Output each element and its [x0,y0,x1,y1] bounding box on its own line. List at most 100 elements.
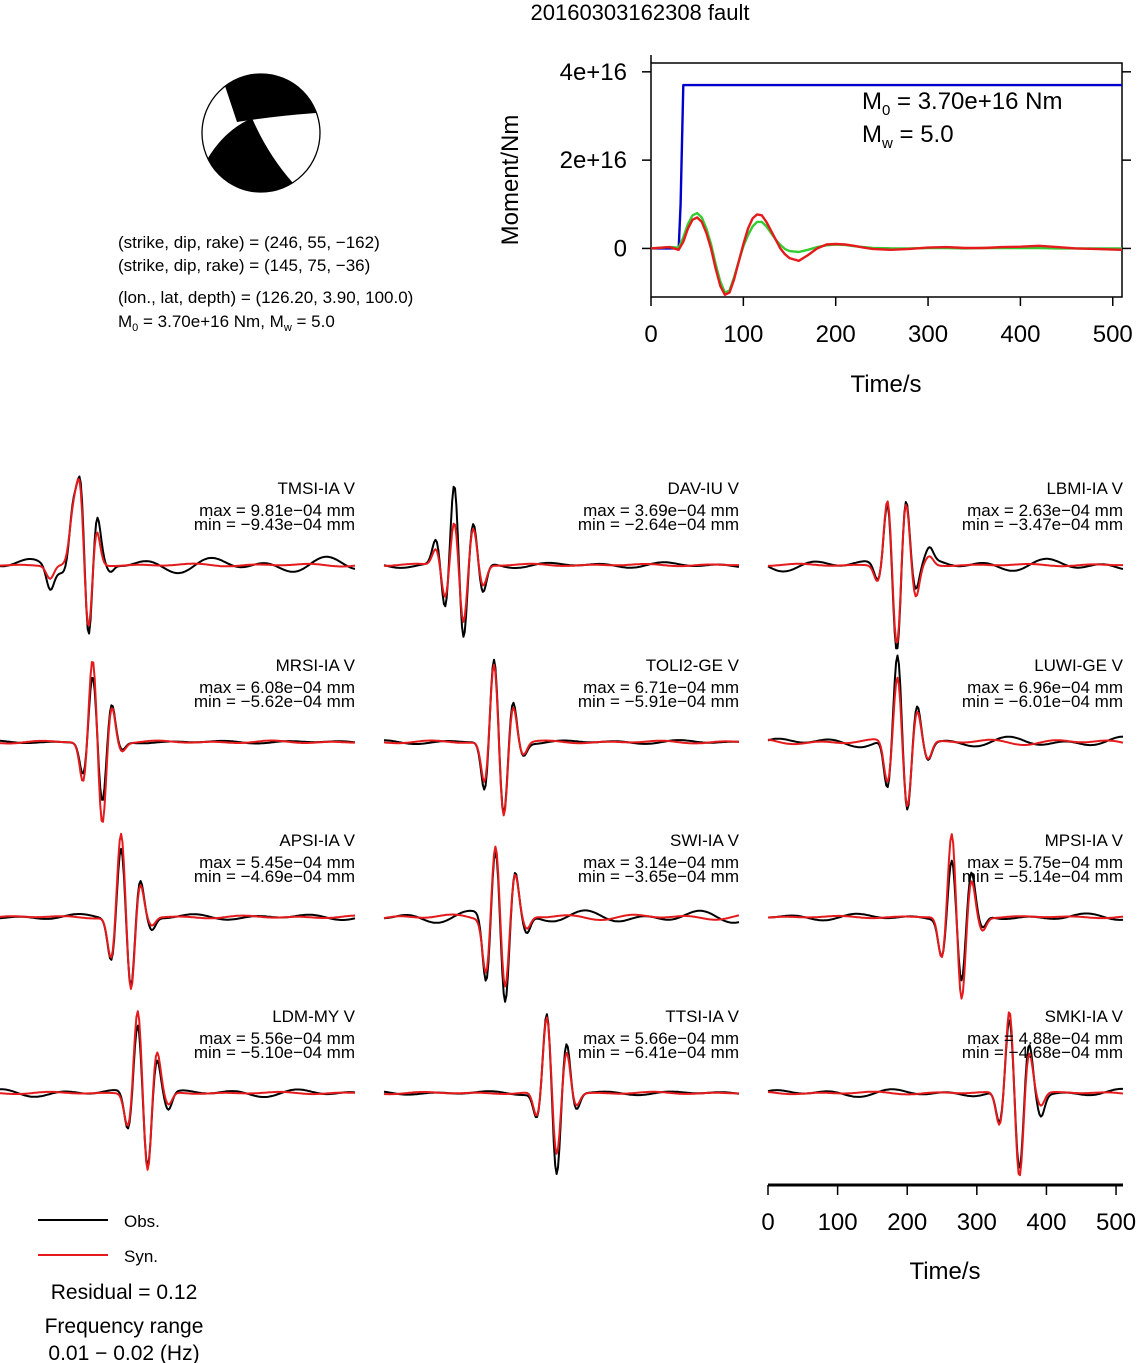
station-max-amplitude: max = 4.88e−04 mm [967,1029,1123,1048]
station-name: LDM-MY V [272,1007,355,1026]
waveform-legend: Obs. Syn. Residual = 0.12 Frequency rang… [38,1212,203,1363]
synthetic-trace [767,1011,1124,1177]
station-name: LBMI-IA V [1046,479,1123,498]
synthetic-trace [0,832,356,990]
station-max-amplitude: max = 5.75e−04 mm [967,853,1123,872]
observed-trace [767,501,1124,650]
legend-syn-label: Syn. [124,1247,158,1266]
waveform-x-tick-label: 0 [761,1209,774,1236]
source-parameters: (strike, dip, rake) = (246, 55, −162) (s… [118,233,413,334]
synthetic-trace [0,661,355,823]
moment-chart-mw-annotation: Mw = 5.0 [862,121,954,152]
location-line: (lon., lat, depth) = (126.20, 3.90, 100.… [118,288,413,307]
moment-x-tick-label: 300 [908,321,948,348]
waveform-xlabel: Time/s [909,1258,980,1285]
station-min-amplitude: min = −3.65e−04 mm [578,867,739,886]
moment-chart-frame [650,62,1123,298]
station-name: MPSI-IA V [1045,831,1124,850]
observed-trace [0,475,356,635]
moment-line: M0 = 3.70e+16 Nm, Mw = 5.0 [118,312,335,334]
station-max-amplitude: max = 5.45e−04 mm [199,853,355,872]
moment-y-tick-label: 2e+16 [560,147,627,174]
synthetic-trace [0,1010,356,1171]
waveform-x-tick-label: 200 [887,1209,927,1236]
synthetic-trace [767,676,1124,807]
synthetic-trace [383,845,740,988]
station-name: MRSI-IA V [276,656,356,675]
synthetic-trace [767,500,1123,644]
moment-chart-m0-annotation: M0 = 3.70e+16 Nm [862,88,1062,119]
station-min-amplitude: min = −4.69e−04 mm [194,867,355,886]
waveform-x-tick-label: 100 [818,1209,858,1236]
frequency-range-title: Frequency range [45,1315,204,1338]
focal-mechanism-beachball [201,73,321,193]
moment-rate-green-line [650,211,1122,294]
moment-x-tick-label: 500 [1093,321,1133,348]
synthetic-trace [383,663,740,817]
figure-title: 20160303162308 fault [531,0,750,25]
station-max-amplitude: max = 5.56e−04 mm [199,1029,355,1048]
station-name: APSI-IA V [279,831,355,850]
station-max-amplitude: max = 6.96e−04 mm [967,678,1123,697]
waveform-x-tick-label: 400 [1026,1209,1066,1236]
station-max-amplitude: max = 2.63e−04 mm [967,501,1123,520]
moment-y-tick-label: 0 [614,235,627,262]
moment-x-tick-label: 400 [1000,321,1040,348]
moment-chart: 0 100 200 300 400 500 0 2e+16 4e+16 Moment/Nm Ti… [497,55,1133,398]
station-max-amplitude: max = 5.66e−04 mm [583,1029,739,1048]
station-min-amplitude: min = −9.43e−04 mm [194,515,355,534]
waveform-time-axis: 0 100 200 300 400 500 [761,1183,1136,1236]
frequency-range-value: 0.01 − 0.02 (Hz) [48,1342,199,1363]
station-max-amplitude: max = 9.81e−04 mm [199,501,355,520]
station-max-amplitude: max = 6.08e−04 mm [199,678,355,697]
observed-trace [383,485,740,638]
moment-x-tick-label: 100 [723,321,763,348]
station-name: SMKI-IA V [1045,1007,1124,1026]
station-min-amplitude: min = −4.68e−04 mm [962,1043,1123,1062]
waveform-x-tick-label: 500 [1096,1209,1136,1236]
station-name: LUWI-GE V [1034,656,1123,675]
focal-line-2: (strike, dip, rake) = (145, 75, −36) [118,256,370,275]
station-name: SWI-IA V [670,831,740,850]
station-min-amplitude: min = −5.91e−04 mm [578,692,739,711]
moment-chart-axes: 0 100 200 300 400 500 0 2e+16 4e+16 [560,55,1133,348]
station-max-amplitude: max = 6.71e−04 mm [583,678,739,697]
moment-x-tick-label: 200 [816,321,856,348]
station-min-amplitude: min = −6.41e−04 mm [578,1043,739,1062]
moment-cumulative-line [651,83,1122,250]
observed-trace [383,850,740,1003]
synthetic-trace [767,833,1124,1000]
station-max-amplitude: max = 3.14e−04 mm [583,853,739,872]
moment-chart-xlabel: Time/s [850,371,921,398]
moment-y-tick-label: 4e+16 [560,59,627,86]
moment-chart-series [650,83,1123,296]
moment-x-tick-label: 0 [644,321,657,348]
waveform-x-tick-label: 300 [957,1209,997,1236]
synthetic-trace [384,522,739,623]
station-min-amplitude: min = −5.62e−04 mm [194,692,355,711]
station-name: TOLI2-GE V [646,656,740,675]
moment-chart-ylabel: Moment/Nm [497,115,524,246]
residual-text: Residual = 0.12 [51,1281,198,1304]
station-min-amplitude: min = −6.01e−04 mm [962,692,1123,711]
legend-obs-label: Obs. [124,1212,160,1231]
focal-line-1: (strike, dip, rake) = (246, 55, −162) [118,233,380,252]
moment-rate-red-line [650,213,1123,296]
station-name: TMSI-IA V [278,479,356,498]
station-name: DAV-IU V [668,479,740,498]
synthetic-trace [383,1016,739,1155]
beachball-compressional-lower [208,118,293,193]
station-min-amplitude: min = −5.14e−04 mm [962,867,1123,886]
